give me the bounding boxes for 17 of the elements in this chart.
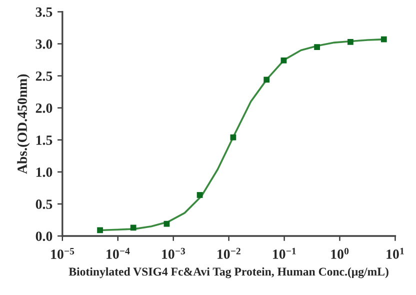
y-tick-label: 0.0 (36, 232, 52, 242)
y-tick-label: 2.0 (36, 103, 52, 113)
x-tick-label: 10$^{1}$ (386, 248, 404, 259)
y-axis-title: Abs.(OD.450nm) (17, 74, 30, 174)
y-tick-label: 3.0 (36, 39, 52, 49)
x-tick-label: 10$^{−1}$ (273, 248, 296, 259)
x-axis-title: Biotinylated VSIG4 Fc&Avi Tag Protein, Human Conc.(μg/mL) (68, 267, 388, 278)
y-tick-label: 3.5 (36, 7, 52, 17)
y-tick-label: 1.5 (36, 136, 52, 145)
x-tick-label: 10$^{−4}$ (106, 248, 130, 259)
x-tick-label: 10$^{−3}$ (162, 248, 186, 259)
y-tick-label: 1.0 (36, 168, 52, 177)
x-tick-label: 10$^{−5}$ (51, 248, 74, 259)
x-tick-label: 10$^{0}$ (331, 248, 349, 259)
y-tick-label: 2.5 (36, 71, 52, 81)
y-tick-label: 0.5 (36, 200, 52, 209)
x-tick-label: 10$^{−2}$ (218, 248, 240, 259)
